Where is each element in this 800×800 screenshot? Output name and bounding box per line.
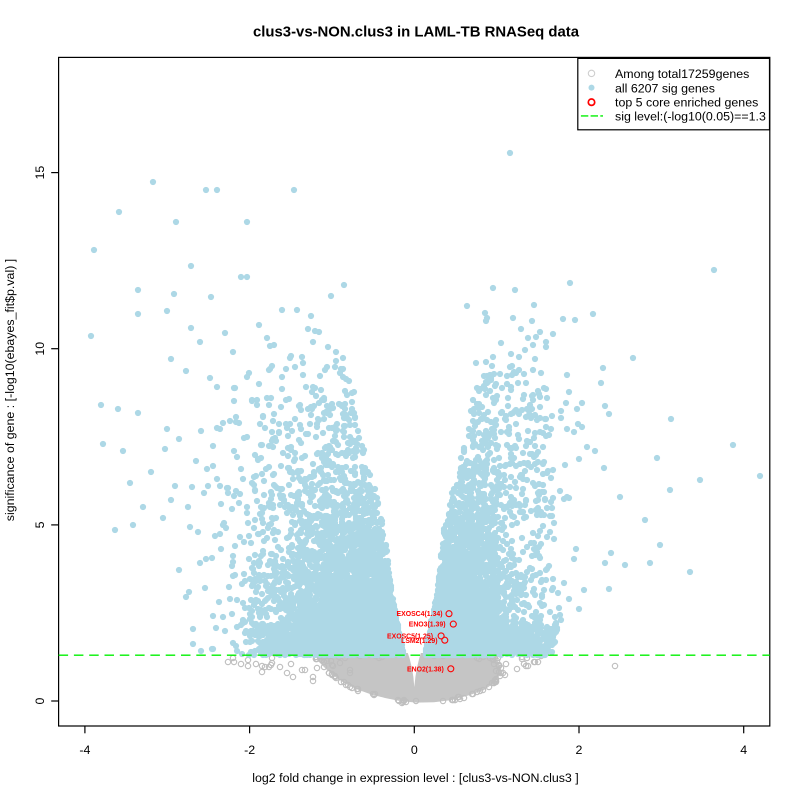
svg-text:top 5 core enriched genes: top 5 core enriched genes: [615, 96, 758, 110]
svg-text:sig level:(-log10(0.05)==1.3: sig level:(-log10(0.05)==1.3: [615, 110, 766, 124]
svg-text:clus3-vs-NON.clus3 in LAML-TB: clus3-vs-NON.clus3 in LAML-TB RNASeq dat…: [253, 25, 580, 41]
svg-text:0: 0: [33, 697, 47, 704]
svg-text:EXOSC4(1.34): EXOSC4(1.34): [397, 611, 443, 618]
svg-text:2: 2: [576, 743, 583, 757]
svg-text:-2: -2: [244, 743, 255, 757]
svg-text:4: 4: [740, 743, 747, 757]
svg-text:10: 10: [33, 342, 47, 356]
svg-text:Among total17259genes: Among total17259genes: [615, 67, 749, 81]
svg-text:all 6207 sig genes: all 6207 sig genes: [615, 81, 715, 95]
svg-text:0: 0: [411, 743, 418, 757]
svg-text:15: 15: [33, 166, 47, 180]
svg-text:significance of gene : [-log10: significance of gene : [-log10(ebayes_fi…: [3, 259, 17, 521]
svg-text:ENO2(1.38): ENO2(1.38): [407, 666, 444, 673]
svg-text:5: 5: [33, 521, 47, 528]
svg-text:EXOSC5(1.25): EXOSC5(1.25): [387, 634, 433, 641]
svg-text:-4: -4: [79, 743, 90, 757]
svg-text:ENO3(1.39): ENO3(1.39): [409, 622, 446, 629]
svg-text:LSM2(1.29): LSM2(1.29): [401, 638, 437, 645]
svg-text:log2 fold change in expression: log2 fold change in expression level : […: [252, 771, 578, 785]
